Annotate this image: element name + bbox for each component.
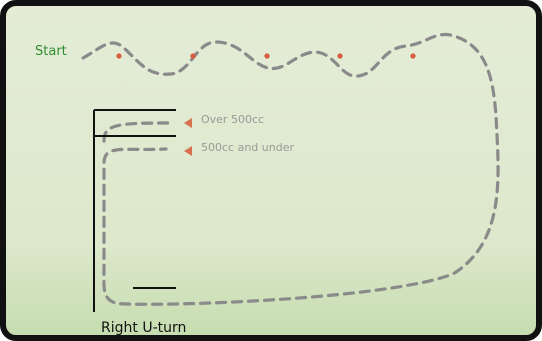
- right-uturn-label: Right U-turn: [101, 320, 187, 336]
- over-500cc-lane-path: [102, 121, 173, 143]
- 500cc-and-under-arrow-icon: [184, 146, 192, 156]
- over-500cc-label: Over 500cc: [201, 113, 265, 126]
- course-path: [81, 33, 500, 306]
- course-path-drawing: [81, 33, 500, 312]
- over-500cc-arrow-icon: [184, 118, 192, 128]
- cone-marker: [116, 53, 122, 59]
- cone-marker: [337, 53, 343, 59]
- 500cc-and-under-label: 500cc and under: [201, 141, 294, 154]
- cone-marker: [410, 53, 416, 59]
- start-label: Start: [35, 44, 67, 59]
- cone-marker: [264, 53, 270, 59]
- cone-marker: [190, 53, 196, 59]
